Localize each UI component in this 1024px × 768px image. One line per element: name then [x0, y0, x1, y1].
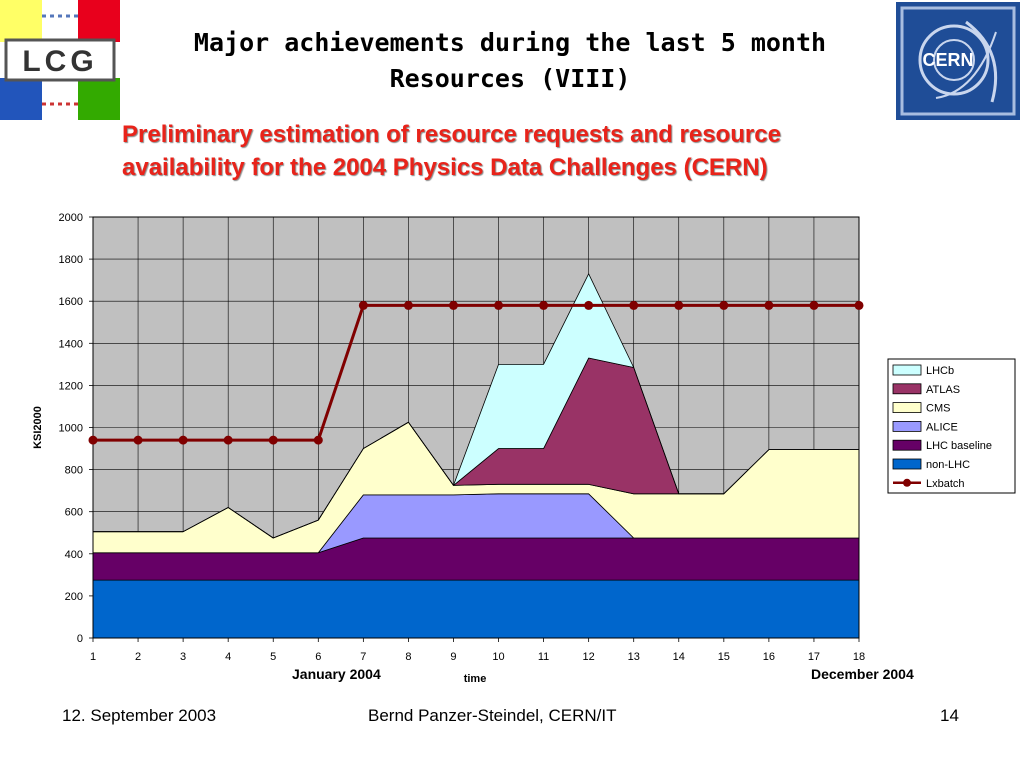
point-lxbatch — [584, 300, 594, 310]
x-tick-label: 11 — [538, 651, 549, 663]
legend-swatch-lhc-baseline — [892, 439, 922, 451]
y-tick-label: 800 — [65, 465, 83, 477]
x-tick-label: 6 — [315, 651, 321, 663]
legend-swatch-cms — [892, 402, 922, 414]
legend-swatch-lhcb — [892, 364, 922, 376]
point-lxbatch — [539, 300, 549, 310]
cern-logo: CERN — [896, 2, 1020, 120]
x-tick-label: 18 — [853, 651, 865, 663]
y-axis-label: KSI2000 — [32, 406, 44, 449]
lcg-logo: LCG — [0, 0, 120, 120]
area-non-lhc — [92, 579, 860, 639]
point-lxbatch — [448, 300, 458, 310]
cern-logo-text: CERN — [922, 50, 973, 70]
y-tick-label: 1600 — [59, 296, 83, 308]
point-lxbatch — [133, 435, 143, 445]
point-lxbatch — [313, 435, 323, 445]
point-lxbatch — [88, 435, 98, 445]
y-tick-label: 0 — [77, 633, 83, 645]
point-lxbatch — [629, 300, 639, 310]
end-period-label: December 2004 — [811, 666, 914, 682]
point-lxbatch — [854, 300, 864, 310]
point-lxbatch — [403, 300, 413, 310]
y-tick-label: 2000 — [59, 212, 83, 224]
lcg-logo-text: LCG — [22, 45, 97, 78]
x-tick-label: 10 — [492, 651, 504, 663]
legend-marker-lxbatch — [903, 478, 911, 487]
y-tick-label: 400 — [65, 549, 83, 561]
x-tick-label: 17 — [808, 651, 820, 663]
legend-label-atlas: ATLAS — [926, 384, 960, 396]
legend-label-non-lhc: non-LHC — [926, 459, 970, 471]
x-tick-label: 14 — [673, 651, 685, 663]
footer-author: Bernd Panzer-Steindel, CERN/IT — [368, 706, 617, 725]
point-lxbatch — [719, 300, 729, 310]
point-lxbatch — [358, 300, 368, 310]
y-tick-label: 1400 — [59, 338, 83, 350]
point-lxbatch — [764, 300, 774, 310]
slide-subtitle-line1: Preliminary estimation of resource reque… — [122, 121, 781, 148]
x-tick-label: 8 — [405, 651, 411, 663]
legend-label-lhcb: LHCb — [926, 365, 954, 377]
x-tick-label: 1 — [90, 651, 96, 663]
line-lxbatch — [93, 303, 859, 442]
x-tick-label: 13 — [628, 651, 640, 663]
point-lxbatch — [223, 435, 233, 445]
point-lxbatch — [674, 300, 684, 310]
footer-date: 12. September 2003 — [62, 706, 217, 725]
start-period-label: January 2004 — [292, 666, 381, 682]
legend-swatch-alice — [892, 420, 922, 432]
legend-label-lhc-baseline: LHC baseline — [926, 440, 992, 452]
x-tick-label: 16 — [763, 651, 775, 663]
slide-title-line2: Resources (VIII) — [389, 64, 631, 93]
x-tick-label: 12 — [583, 651, 595, 663]
y-tick-label: 1800 — [59, 254, 83, 266]
legend-label-cms: CMS — [926, 403, 950, 415]
x-axis-label: time — [464, 673, 487, 685]
footer-page-number: 14 — [940, 706, 959, 725]
slide-title-line1: Major achievements during the last 5 mon… — [193, 28, 827, 57]
legend-label-lxbatch: Lxbatch — [926, 478, 965, 490]
y-tick-label: 600 — [65, 507, 83, 519]
legend-swatch-non-lhc — [892, 458, 922, 470]
x-tick-label: 3 — [180, 651, 186, 663]
point-lxbatch — [268, 435, 278, 445]
y-tick-label: 200 — [65, 591, 83, 603]
x-tick-label: 7 — [360, 651, 366, 663]
y-tick-label: 1200 — [59, 380, 83, 392]
x-tick-label: 9 — [450, 651, 456, 663]
x-tick-label: 2 — [135, 651, 141, 663]
point-lxbatch — [494, 300, 504, 310]
x-tick-label: 15 — [718, 651, 730, 663]
legend-label-alice: ALICE — [926, 421, 958, 433]
x-tick-label: 5 — [270, 651, 276, 663]
point-lxbatch — [809, 300, 819, 310]
x-tick-label: 4 — [225, 651, 231, 663]
y-tick-label: 1000 — [59, 423, 83, 435]
point-lxbatch — [178, 435, 188, 445]
slide-subtitle-line2: availability for the 2004 Physics Data C… — [122, 154, 768, 181]
legend-swatch-atlas — [892, 383, 922, 395]
